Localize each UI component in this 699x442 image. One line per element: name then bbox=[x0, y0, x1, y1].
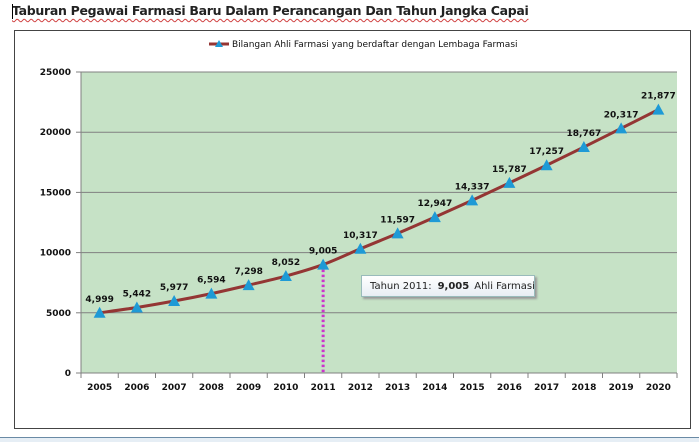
x-tick-label: 2017 bbox=[534, 383, 559, 393]
data-label: 11,597 bbox=[380, 215, 415, 225]
x-tick-label: 2015 bbox=[460, 383, 485, 393]
data-labels: 4,999 5,442 5,977 6,594 7,298 8,052 9,005 10,31… bbox=[85, 92, 675, 305]
series-markers bbox=[93, 103, 665, 318]
x-tick-label: 2018 bbox=[571, 383, 596, 393]
data-point-marker bbox=[168, 295, 181, 307]
callout-box: Tahun 2011: 9,005 Ahli Farmasi bbox=[361, 275, 535, 297]
data-label: 4,999 bbox=[85, 295, 113, 305]
y-axis: 0 5000 10000 15000 20000 25000 bbox=[40, 68, 82, 379]
data-point-marker bbox=[540, 159, 553, 171]
data-label: 12,947 bbox=[418, 199, 453, 209]
x-tick-label: 2016 bbox=[497, 383, 522, 393]
data-label: 15,787 bbox=[492, 165, 527, 175]
x-axis: 2005 2006 2007 2008 2009 2010 2011 2012 2013 2014… bbox=[80, 372, 678, 393]
callout-suffix: Ahli Farmasi bbox=[474, 280, 535, 292]
data-point-marker bbox=[503, 176, 516, 188]
data-label: 17,257 bbox=[529, 147, 564, 157]
data-point-marker bbox=[615, 122, 628, 134]
x-tick-label: 2010 bbox=[273, 383, 298, 393]
data-point-marker bbox=[652, 103, 665, 115]
data-label: 20,317 bbox=[604, 110, 639, 120]
x-tick-label: 2009 bbox=[236, 383, 261, 393]
plot-area bbox=[81, 72, 677, 373]
data-point-marker bbox=[466, 194, 479, 206]
y-tick-label: 15000 bbox=[40, 188, 71, 198]
x-tick-label: 2019 bbox=[609, 383, 634, 393]
x-tick-label: 2006 bbox=[124, 383, 149, 393]
data-label: 5,442 bbox=[123, 289, 151, 299]
data-label: 9,005 bbox=[309, 247, 337, 257]
y-tick-label: 20000 bbox=[40, 128, 71, 138]
data-label: 8,052 bbox=[272, 258, 300, 268]
x-tick-label: 2005 bbox=[87, 383, 112, 393]
data-point-marker bbox=[354, 242, 367, 254]
data-label: 5,977 bbox=[160, 283, 188, 293]
data-label: 6,594 bbox=[197, 276, 225, 286]
document-title: Taburan Pegawai Farmasi Baru Dalam Peran… bbox=[12, 3, 529, 18]
x-tick-label: 2014 bbox=[422, 383, 447, 393]
x-tick-label: 2008 bbox=[199, 383, 224, 393]
data-point-marker bbox=[317, 258, 330, 270]
data-label: 7,298 bbox=[234, 267, 262, 277]
callout-prefix: Tahun 2011: bbox=[370, 280, 432, 292]
legend-triangle-icon bbox=[215, 40, 223, 47]
window-bottom-edge bbox=[0, 437, 699, 442]
x-tick-label: 2020 bbox=[646, 383, 671, 393]
x-tick-label: 2011 bbox=[311, 383, 336, 393]
data-label: 10,317 bbox=[343, 231, 378, 241]
data-point-marker bbox=[577, 141, 590, 153]
data-label: 18,767 bbox=[567, 129, 602, 139]
x-tick-label: 2007 bbox=[162, 383, 187, 393]
x-tick-label: 2013 bbox=[385, 383, 410, 393]
y-tick-label: 25000 bbox=[40, 68, 71, 78]
data-point-marker bbox=[130, 301, 143, 313]
legend-label: Bilangan Ahli Farmasi yang berdaftar den… bbox=[232, 40, 518, 50]
data-point-marker bbox=[205, 287, 218, 299]
data-point-marker bbox=[391, 227, 404, 239]
series-line bbox=[99, 108, 660, 315]
y-tick-label: 0 bbox=[65, 369, 71, 379]
y-tick-label: 10000 bbox=[40, 249, 71, 259]
y-tick-label: 5000 bbox=[46, 309, 71, 319]
data-label: 14,337 bbox=[455, 182, 490, 192]
data-point-marker bbox=[428, 211, 441, 223]
x-tick-label: 2012 bbox=[348, 383, 373, 393]
legend: Bilangan Ahli Farmasi yang berdaftar den… bbox=[209, 40, 518, 50]
data-point-marker bbox=[93, 306, 106, 318]
data-point-marker bbox=[242, 279, 255, 291]
data-label: 21,877 bbox=[641, 92, 676, 102]
text-cursor bbox=[12, 4, 13, 19]
callout-value: 9,005 bbox=[437, 280, 470, 292]
data-point-marker bbox=[279, 270, 292, 282]
